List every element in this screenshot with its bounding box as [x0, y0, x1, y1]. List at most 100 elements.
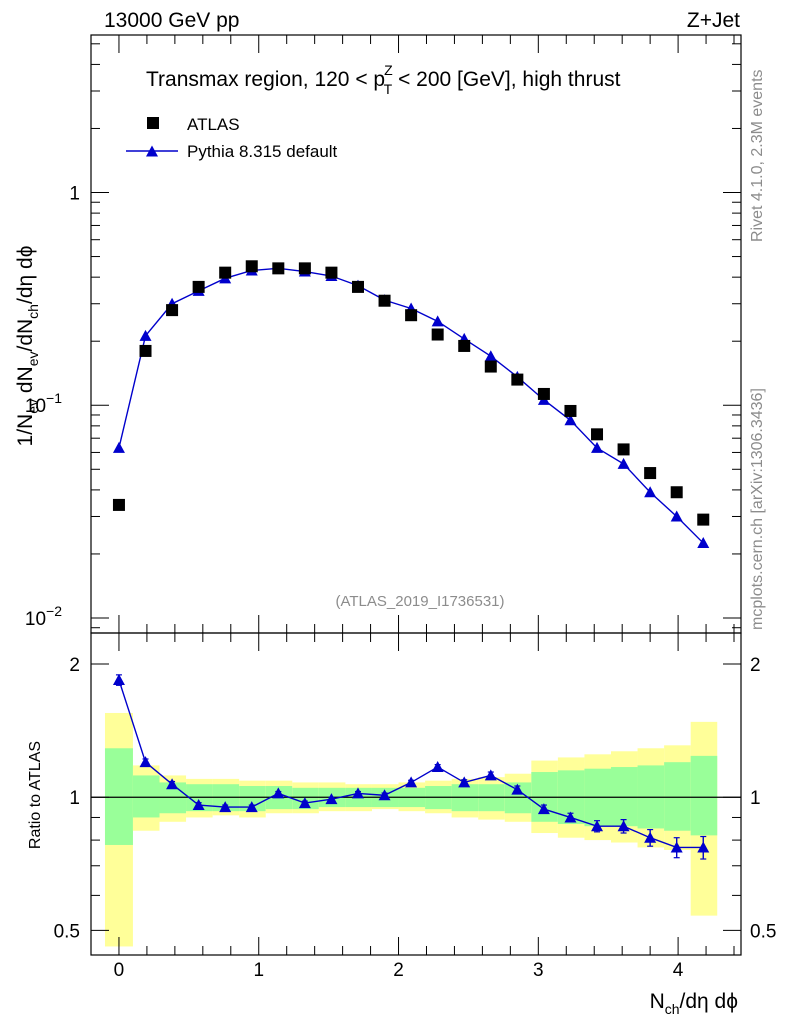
atlas-point: [192, 280, 205, 293]
x-tick-label: 2: [393, 960, 404, 981]
atlas-point: [458, 339, 471, 352]
xlabel-n: N: [650, 990, 665, 1013]
main-panel: 1 10−1 10−2 (ATLAS_2019_I1736531) Transmax…: [14, 34, 742, 634]
atlas-point: [511, 373, 524, 386]
x-tick-labels: 0 1 2 3 4: [114, 960, 684, 981]
ylabel-part-1: 1/N: [14, 414, 37, 447]
ratio-point: [298, 797, 311, 809]
atlas-point: [484, 360, 497, 373]
pythia-point: [591, 441, 604, 453]
x-tick-label: 1: [253, 960, 264, 981]
atlas-point: [378, 294, 391, 307]
pythia-point: [484, 350, 497, 362]
ratio-point: [564, 811, 577, 823]
ratio-ticks: [90, 633, 741, 955]
ratio-point: [378, 789, 391, 801]
title-prefix: Transmax region, 120 < p: [146, 68, 385, 91]
title-subscript: T: [384, 81, 393, 97]
ratio-point: [112, 674, 125, 686]
pythia-point: [670, 510, 683, 522]
atlas-point: [431, 328, 444, 341]
x-tick-label: 0: [114, 960, 125, 981]
ratio-y-tick-labels: 2 2 1 1 0.5 0.5: [54, 655, 777, 942]
x-tick-label: 3: [533, 960, 544, 981]
main-y-tick-label: 10−1: [25, 390, 62, 417]
ylabel-sub-ev-2: ev: [25, 351, 41, 366]
xlabel-sub-ch: ch: [665, 1001, 680, 1017]
pythia-point: [617, 457, 630, 469]
rivet-version-label: Rivet 4.1.0, 2.3M events: [749, 69, 766, 242]
main-ticks: [90, 35, 741, 633]
ratio-point: [272, 787, 285, 799]
ratio-point: [351, 787, 364, 799]
ratio-band-inner: [132, 775, 160, 818]
atlas-point: [697, 513, 710, 526]
ylabel-part-4: /dη dϕ: [14, 246, 37, 304]
ratio-y-tick-label-right: 2: [750, 655, 761, 676]
ylabel-sub-ev-1: ev: [25, 399, 41, 414]
main-y-tick-label: 10−2: [25, 603, 62, 630]
atlas-point: [670, 486, 683, 499]
pythia-point: [697, 537, 710, 549]
main-y-axis-label: 1/Nev dNev/dNch/dη dϕ: [14, 246, 41, 447]
analysis-watermark: (ATLAS_2019_I1736531): [335, 593, 504, 610]
xlabel-rest: /dη dϕ: [680, 990, 738, 1013]
header-energy-label: 13000 GeV pp: [104, 9, 239, 32]
title-superscript: Z: [384, 62, 393, 78]
ratio-point: [192, 799, 205, 811]
ylabel-part-2: dN: [14, 366, 37, 399]
atlas-point: [564, 404, 577, 417]
legend: ATLAS Pythia 8.315 default: [126, 115, 338, 161]
main-data: [112, 260, 710, 549]
ratio-point: [670, 841, 683, 853]
ratio-point: [245, 801, 258, 813]
atlas-point: [617, 443, 630, 456]
ratio-data: [112, 674, 710, 860]
ratio-point: [697, 841, 710, 853]
ratio-point: [591, 820, 604, 832]
pythia-point: [564, 414, 577, 426]
legend-atlas-label: ATLAS: [187, 115, 240, 134]
ratio-point: [139, 756, 152, 768]
ratio-band-inner: [664, 762, 691, 831]
atlas-point: [112, 498, 125, 511]
header-process-label: Z+Jet: [687, 9, 740, 32]
ratio-point: [511, 783, 524, 795]
atlas-point: [405, 309, 418, 322]
main-y-tick-label: 1: [69, 184, 80, 205]
ratio-point: [166, 778, 179, 790]
atlas-point: [591, 428, 604, 441]
atlas-point: [272, 262, 285, 275]
legend-pythia-marker: [146, 145, 158, 157]
ratio-point: [644, 831, 657, 843]
title-suffix: < 200 [GeV], high thrust: [392, 68, 620, 91]
atlas-point: [245, 260, 258, 273]
ylabel-sub-ch: ch: [25, 304, 41, 319]
atlas-point: [219, 266, 232, 279]
ratio-frame: [90, 632, 742, 956]
atlas-point: [644, 467, 657, 480]
ratio-band-inner: [690, 755, 718, 836]
pythia-point: [644, 486, 657, 498]
legend-atlas-marker: [147, 117, 159, 129]
ratio-point: [617, 820, 630, 832]
ratio-point: [537, 803, 550, 815]
ratio-point: [405, 776, 418, 788]
ratio-y-tick-label-left: 1: [69, 788, 80, 809]
x-tick-label: 4: [673, 960, 684, 981]
ratio-y-tick-label-left: 0.5: [54, 921, 80, 942]
x-axis-label: Nch/dη dϕ: [650, 990, 738, 1017]
atlas-point: [325, 266, 338, 279]
ratio-point: [431, 761, 444, 773]
ratio-y-tick-label-right: 0.5: [750, 921, 776, 942]
atlas-point: [298, 262, 311, 275]
ylabel-part-3: /dN: [14, 319, 37, 352]
pythia-point: [139, 329, 152, 341]
ratio-panel: 2 2 1 1 0.5 0.5 0 1 2 3 4 Ratio to ATLAS Nch/dη d…: [27, 632, 777, 1017]
atlas-point: [537, 387, 550, 400]
ratio-point: [458, 776, 471, 788]
ratio-y-axis-label: Ratio to ATLAS: [27, 741, 44, 849]
pythia-point: [112, 441, 125, 453]
atlas-point: [166, 304, 179, 317]
